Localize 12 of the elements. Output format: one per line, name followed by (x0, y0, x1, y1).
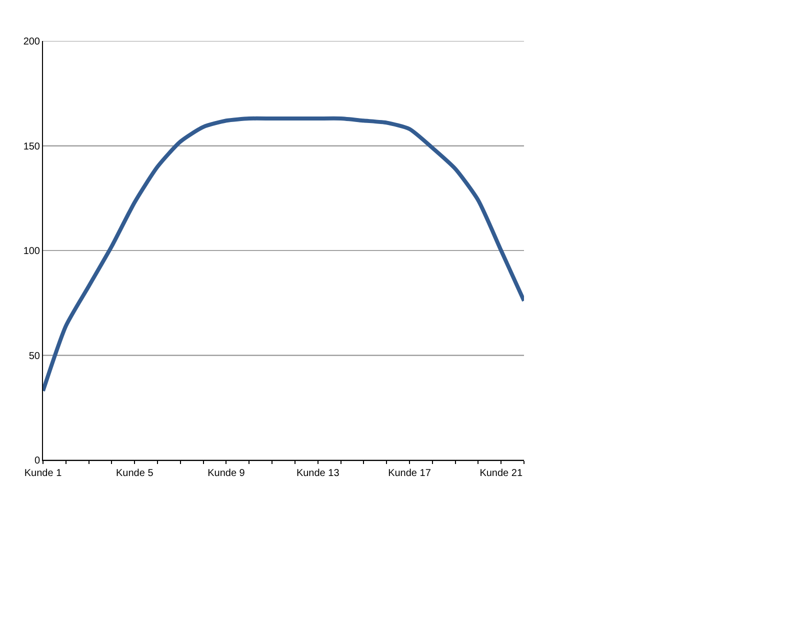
x-tick-label: Kunde 21 (480, 468, 523, 479)
x-tick-label: Kunde 5 (116, 468, 154, 479)
y-tick-label: 100 (23, 246, 40, 257)
y-tick-label: 200 (23, 36, 40, 48)
x-tick-label: Kunde 9 (208, 468, 246, 479)
y-tick-label: 50 (28, 350, 40, 362)
line-series (43, 116, 524, 393)
y-tick-label: 150 (23, 141, 40, 152)
y-tick-label: 0 (34, 456, 40, 466)
x-tick-label: Kunde 17 (388, 468, 432, 479)
x-tick-label: Kunde 1 (24, 468, 62, 479)
x-tick-label: Kunde 13 (296, 468, 340, 479)
